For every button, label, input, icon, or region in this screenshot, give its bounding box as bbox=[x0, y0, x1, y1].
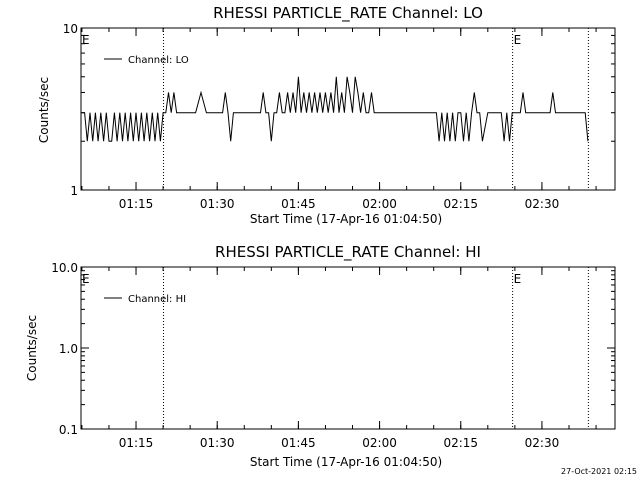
y-tick-label: 10.0 bbox=[51, 261, 78, 275]
x-tick-label: 02:15 bbox=[443, 436, 478, 450]
x-tick-label: 01:15 bbox=[119, 436, 154, 450]
legend-label: Channel: LO bbox=[128, 55, 189, 66]
event-mark: E bbox=[82, 33, 90, 47]
y-tick-label: 0.1 bbox=[59, 423, 78, 437]
y-axis-label: Counts/sec bbox=[25, 315, 39, 381]
panel-lo: RHESSI PARTICLE_RATE Channel: LO Counts/… bbox=[37, 4, 616, 226]
chart-title: RHESSI PARTICLE_RATE Channel: LO bbox=[213, 4, 483, 23]
x-tick-label: 01:15 bbox=[119, 197, 154, 211]
x-ticks: 01:15 01:30 01:45 02:00 02:15 02:30 bbox=[81, 267, 597, 450]
y-tick-label: 1 bbox=[70, 184, 78, 198]
x-tick-label: 02:00 bbox=[362, 197, 397, 211]
plot-frame bbox=[80, 266, 616, 430]
x-tick-label: 02:15 bbox=[443, 197, 478, 211]
x-tick-label: 01:30 bbox=[200, 436, 235, 450]
x-ticks: 01:15 01:30 01:45 02:00 02:15 02:30 bbox=[81, 28, 597, 211]
y-tick-label: 1.0 bbox=[59, 342, 78, 356]
x-tick-label: 02:00 bbox=[362, 436, 397, 450]
y-tick-label: 10 bbox=[63, 22, 78, 36]
event-mark: E bbox=[82, 272, 90, 286]
panel-hi: RHESSI PARTICLE_RATE Channel: HI Counts/… bbox=[25, 243, 616, 469]
x-tick-label: 01:45 bbox=[281, 197, 316, 211]
chart-title: RHESSI PARTICLE_RATE Channel: HI bbox=[215, 243, 481, 262]
event-mark: E bbox=[514, 272, 522, 286]
legend: Channel: LO bbox=[104, 55, 189, 66]
x-axis-label: Start Time (17-Apr-16 01:04:50) bbox=[250, 212, 442, 226]
event-mark: E bbox=[514, 33, 522, 47]
y-axis-label: Counts/sec bbox=[37, 77, 51, 143]
legend: Channel: HI bbox=[104, 294, 186, 305]
plot-frame bbox=[80, 27, 616, 191]
footer-timestamp: 27-Oct-2021 02:15 bbox=[561, 467, 637, 476]
x-tick-label: 01:45 bbox=[281, 436, 316, 450]
x-tick-label: 01:30 bbox=[200, 197, 235, 211]
series-line bbox=[81, 76, 589, 142]
y-ticks: 0.1 1.0 10.0 bbox=[51, 261, 615, 437]
legend-label: Channel: HI bbox=[128, 294, 186, 305]
x-axis-label: Start Time (17-Apr-16 01:04:50) bbox=[250, 455, 442, 469]
x-tick-label: 02:30 bbox=[525, 436, 560, 450]
series-group bbox=[81, 76, 589, 142]
x-tick-label: 02:30 bbox=[525, 197, 560, 211]
